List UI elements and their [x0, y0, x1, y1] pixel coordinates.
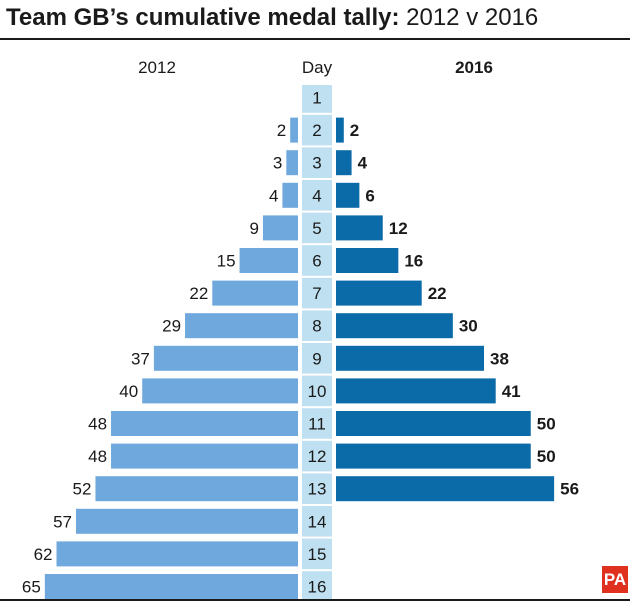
bar-2012: [75, 508, 298, 534]
bar-2012: [262, 215, 298, 241]
day-label: 9: [312, 349, 321, 368]
value-label-2012: 37: [131, 349, 150, 368]
value-label-2012: 62: [34, 545, 53, 564]
value-label-2016: 16: [404, 252, 423, 271]
day-row-separator: [302, 504, 332, 506]
legend-2016: 2016: [455, 58, 493, 77]
day-label: 15: [308, 545, 327, 564]
bar-2016: [336, 476, 555, 502]
bar-2016: [336, 280, 422, 306]
day-label: 8: [312, 317, 321, 336]
bar-2016: [336, 117, 344, 143]
bar-2016: [336, 411, 531, 436]
pa-logo: PA: [602, 566, 628, 593]
bar-2012: [56, 541, 299, 567]
bar-2012: [282, 182, 298, 208]
bar-2012: [185, 313, 298, 339]
day-label: 2: [312, 121, 321, 140]
day-label: 10: [308, 382, 327, 401]
bar-2012: [212, 280, 298, 306]
day-row-separator: [302, 275, 332, 278]
day-row-separator: [302, 210, 332, 213]
day-label: 6: [312, 252, 321, 271]
value-label-2016: 30: [459, 317, 478, 336]
value-label-2012: 22: [189, 284, 208, 303]
value-label-2012: 52: [73, 480, 92, 499]
day-label: 11: [308, 415, 326, 434]
day-label: 14: [308, 512, 327, 531]
value-label-2012: 3: [273, 154, 282, 173]
day-label: 5: [312, 219, 321, 238]
value-label-2016: 56: [560, 480, 579, 499]
value-label-2012: 48: [88, 415, 107, 434]
day-row-separator: [302, 178, 332, 180]
chart-title-bold: Team GB’s cumulative medal tally:: [6, 4, 400, 31]
value-label-2016: 2: [350, 121, 359, 140]
day-label: 16: [308, 578, 327, 597]
day-column-header: Day: [302, 58, 333, 77]
bar-2012: [239, 248, 298, 273]
bottom-rule: [0, 599, 630, 601]
bar-2016: [336, 248, 399, 273]
day-row-separator: [302, 308, 332, 311]
value-label-2016: 41: [502, 382, 521, 401]
chart-title-regular: 2012 v 2016: [399, 4, 539, 31]
value-label-2016: 4: [358, 154, 368, 173]
value-label-2016: 6: [365, 186, 374, 205]
bar-2012: [44, 574, 299, 599]
day-row-separator: [302, 536, 332, 539]
day-row-separator: [302, 471, 332, 474]
day-label: 7: [312, 284, 321, 303]
bar-2012: [153, 345, 298, 371]
value-label-2016: 22: [428, 284, 447, 303]
chart-title: Team GB’s cumulative medal tally: 2012 v…: [6, 3, 538, 33]
bar-2012: [111, 443, 298, 469]
day-row-separator: [302, 569, 332, 572]
bar-2012: [286, 150, 298, 176]
bar-2016: [336, 378, 496, 404]
bar-2016: [336, 150, 352, 176]
day-row-separator: [302, 112, 332, 115]
day-row-separator: [302, 145, 332, 148]
value-label-2012: 65: [22, 578, 41, 597]
day-label: 3: [312, 154, 321, 173]
day-label: 1: [312, 89, 321, 108]
day-row-separator: [302, 373, 332, 376]
value-label-2016: 50: [537, 447, 556, 466]
value-label-2012: 57: [53, 512, 72, 531]
bar-2012: [95, 476, 299, 502]
value-label-2012: 48: [88, 447, 107, 466]
value-label-2012: 2: [277, 121, 286, 140]
bar-2012: [111, 411, 298, 436]
day-row-separator: [302, 243, 332, 246]
value-label-2016: 38: [490, 349, 509, 368]
bar-2016: [336, 345, 485, 371]
legend-2012: 2012: [138, 58, 176, 77]
value-label-2016: 12: [389, 219, 408, 238]
value-label-2012: 15: [217, 252, 236, 271]
day-label: 13: [308, 480, 327, 499]
value-label-2016: 50: [537, 415, 556, 434]
day-row-separator: [302, 406, 332, 409]
value-label-2012: 29: [162, 317, 181, 336]
value-label-2012: 4: [269, 186, 278, 205]
bar-2012: [142, 378, 298, 404]
day-row-separator: [302, 438, 332, 441]
bar-2016: [336, 313, 453, 339]
bar-2012: [290, 117, 298, 143]
day-label: 4: [312, 186, 321, 205]
bar-2016: [336, 182, 360, 208]
day-row-separator: [302, 341, 332, 343]
value-label-2012: 40: [119, 382, 138, 401]
value-label-2012: 9: [249, 219, 258, 238]
bar-2016: [336, 443, 531, 469]
top-rule: [0, 38, 630, 40]
day-label: 12: [308, 447, 327, 466]
bar-2016: [336, 215, 383, 241]
